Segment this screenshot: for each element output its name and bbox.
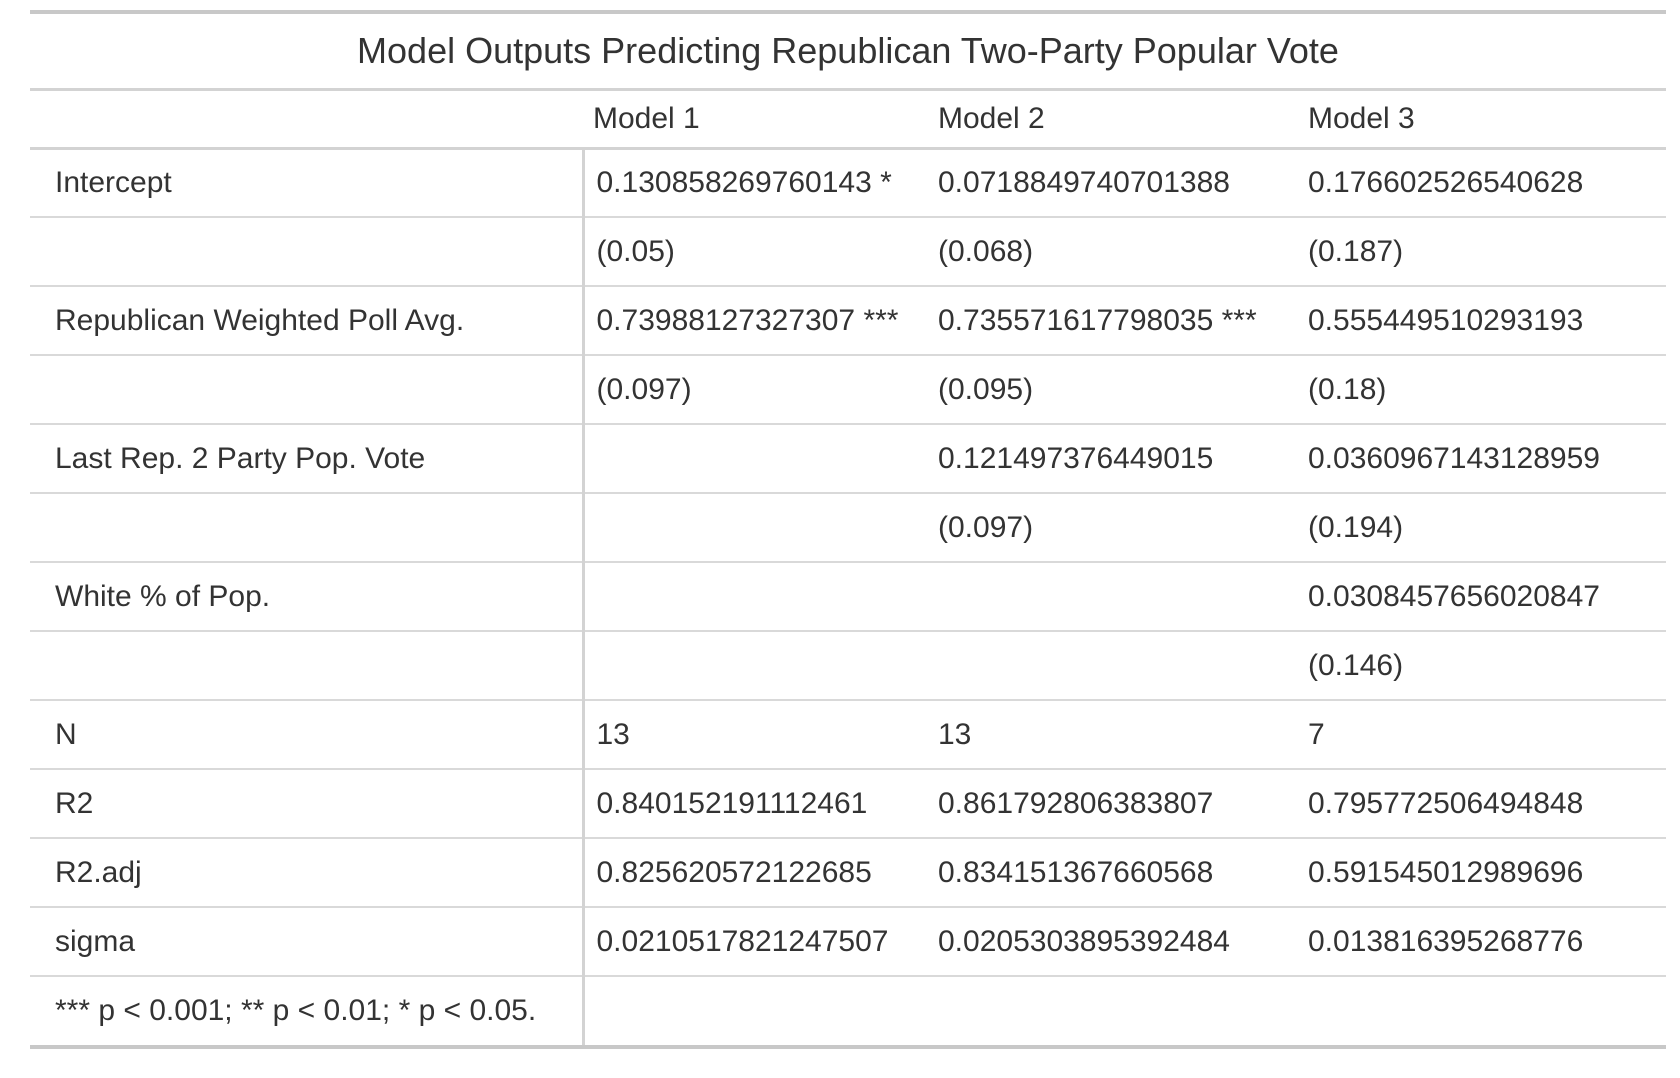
top-rule [30, 10, 1666, 14]
model-3-cell: (0.194) [1308, 493, 1666, 563]
model-1-cell [583, 493, 938, 563]
model-2-cell: 0.861792806383807 [938, 769, 1308, 839]
table-row: R2 0.840152191112461 0.861792806383807 0.79… [30, 769, 1666, 839]
header-cell-blank [30, 91, 583, 150]
row-label: Last Rep. 2 Party Pop. Vote [30, 424, 585, 494]
footnote-empty-cell [583, 976, 938, 1045]
header-model-2: Model 2 [938, 91, 1308, 150]
model-1-cell: (0.097) [583, 355, 938, 425]
row-label: sigma [30, 907, 585, 977]
regression-table: Model 1 Model 2 Model 3 Intercept 0.13085… [30, 91, 1666, 1045]
table-row: Last Rep. 2 Party Pop. Vote 0.12149737644… [30, 424, 1666, 494]
model-2-cell [938, 631, 1308, 701]
model-1-cell: 0.73988127327307 *** [583, 286, 938, 356]
row-label [30, 493, 585, 563]
header-model-3: Model 3 [1308, 91, 1666, 150]
model-3-cell: 7 [1308, 700, 1666, 770]
model-3-cell: (0.187) [1308, 217, 1666, 287]
row-label [30, 355, 585, 425]
bottom-rule [30, 1045, 1666, 1049]
row-label [30, 217, 585, 287]
table-body: Intercept 0.130858269760143 * 0.0718849740… [30, 148, 1666, 977]
footnote-empty-cell [938, 976, 1308, 1045]
footnote-row: *** p < 0.001; ** p < 0.01; * p < 0.05. [30, 976, 1666, 1045]
table-row: R2.adj 0.825620572122685 0.834151367660568… [30, 838, 1666, 908]
table-row: sigma 0.0210517821247507 0.020530389539248… [30, 907, 1666, 977]
model-2-cell: (0.095) [938, 355, 1308, 425]
model-1-cell: 0.825620572122685 [583, 838, 938, 908]
table-title: Model Outputs Predicting Republican Two-… [357, 30, 1339, 71]
row-label: R2 [30, 769, 585, 839]
model-3-cell: 0.795772506494848 [1308, 769, 1666, 839]
row-label: White % of Pop. [30, 562, 585, 632]
model-2-cell: 0.834151367660568 [938, 838, 1308, 908]
model-1-cell: 0.130858269760143 * [583, 148, 938, 218]
title-rule [30, 88, 1666, 91]
table-row: (0.05) (0.068) (0.187) [30, 217, 1666, 287]
model-1-cell [583, 424, 938, 494]
model-2-cell: 0.0205303895392484 [938, 907, 1308, 977]
table-row: (0.146) [30, 631, 1666, 701]
table-row: (0.097) (0.194) [30, 493, 1666, 563]
row-label: Intercept [30, 148, 585, 218]
row-label: Republican Weighted Poll Avg. [30, 286, 585, 356]
footnote-empty-cell [1308, 976, 1666, 1045]
model-1-cell: 13 [583, 700, 938, 770]
model-3-cell: 0.0308457656020847 [1308, 562, 1666, 632]
model-3-cell: (0.146) [1308, 631, 1666, 701]
model-2-cell: 13 [938, 700, 1308, 770]
table-row: Republican Weighted Poll Avg. 0.739881273… [30, 286, 1666, 356]
table-row: Intercept 0.130858269760143 * 0.0718849740… [30, 148, 1666, 218]
model-2-cell: (0.097) [938, 493, 1308, 563]
row-label: N [30, 700, 585, 770]
model-1-cell: 0.0210517821247507 [583, 907, 938, 977]
table-row: N 13 13 7 [30, 700, 1666, 770]
model-2-cell [938, 562, 1308, 632]
model-1-cell: 0.840152191112461 [583, 769, 938, 839]
model-2-cell: 0.735571617798035 *** [938, 286, 1308, 356]
table-row: (0.097) (0.095) (0.18) [30, 355, 1666, 425]
footnote: *** p < 0.001; ** p < 0.01; * p < 0.05. [30, 976, 585, 1045]
regression-table-container: Model Outputs Predicting Republican Two-… [30, 10, 1666, 1049]
model-2-cell: 0.0718849740701388 [938, 148, 1308, 218]
model-1-cell [583, 631, 938, 701]
model-2-cell: (0.068) [938, 217, 1308, 287]
model-3-cell: 0.013816395268776 [1308, 907, 1666, 977]
model-3-cell: 0.0360967143128959 [1308, 424, 1666, 494]
header-row: Model 1 Model 2 Model 3 [30, 91, 1666, 150]
table-row: White % of Pop. 0.0308457656020847 [30, 562, 1666, 632]
model-2-cell: 0.121497376449015 [938, 424, 1308, 494]
row-label [30, 631, 585, 701]
model-3-cell: 0.591545012989696 [1308, 838, 1666, 908]
row-label: R2.adj [30, 838, 585, 908]
header-model-1: Model 1 [583, 91, 938, 150]
model-3-cell: (0.18) [1308, 355, 1666, 425]
model-3-cell: 0.176602526540628 [1308, 148, 1666, 218]
model-1-cell [583, 562, 938, 632]
model-1-cell: (0.05) [583, 217, 938, 287]
model-3-cell: 0.555449510293193 [1308, 286, 1666, 356]
